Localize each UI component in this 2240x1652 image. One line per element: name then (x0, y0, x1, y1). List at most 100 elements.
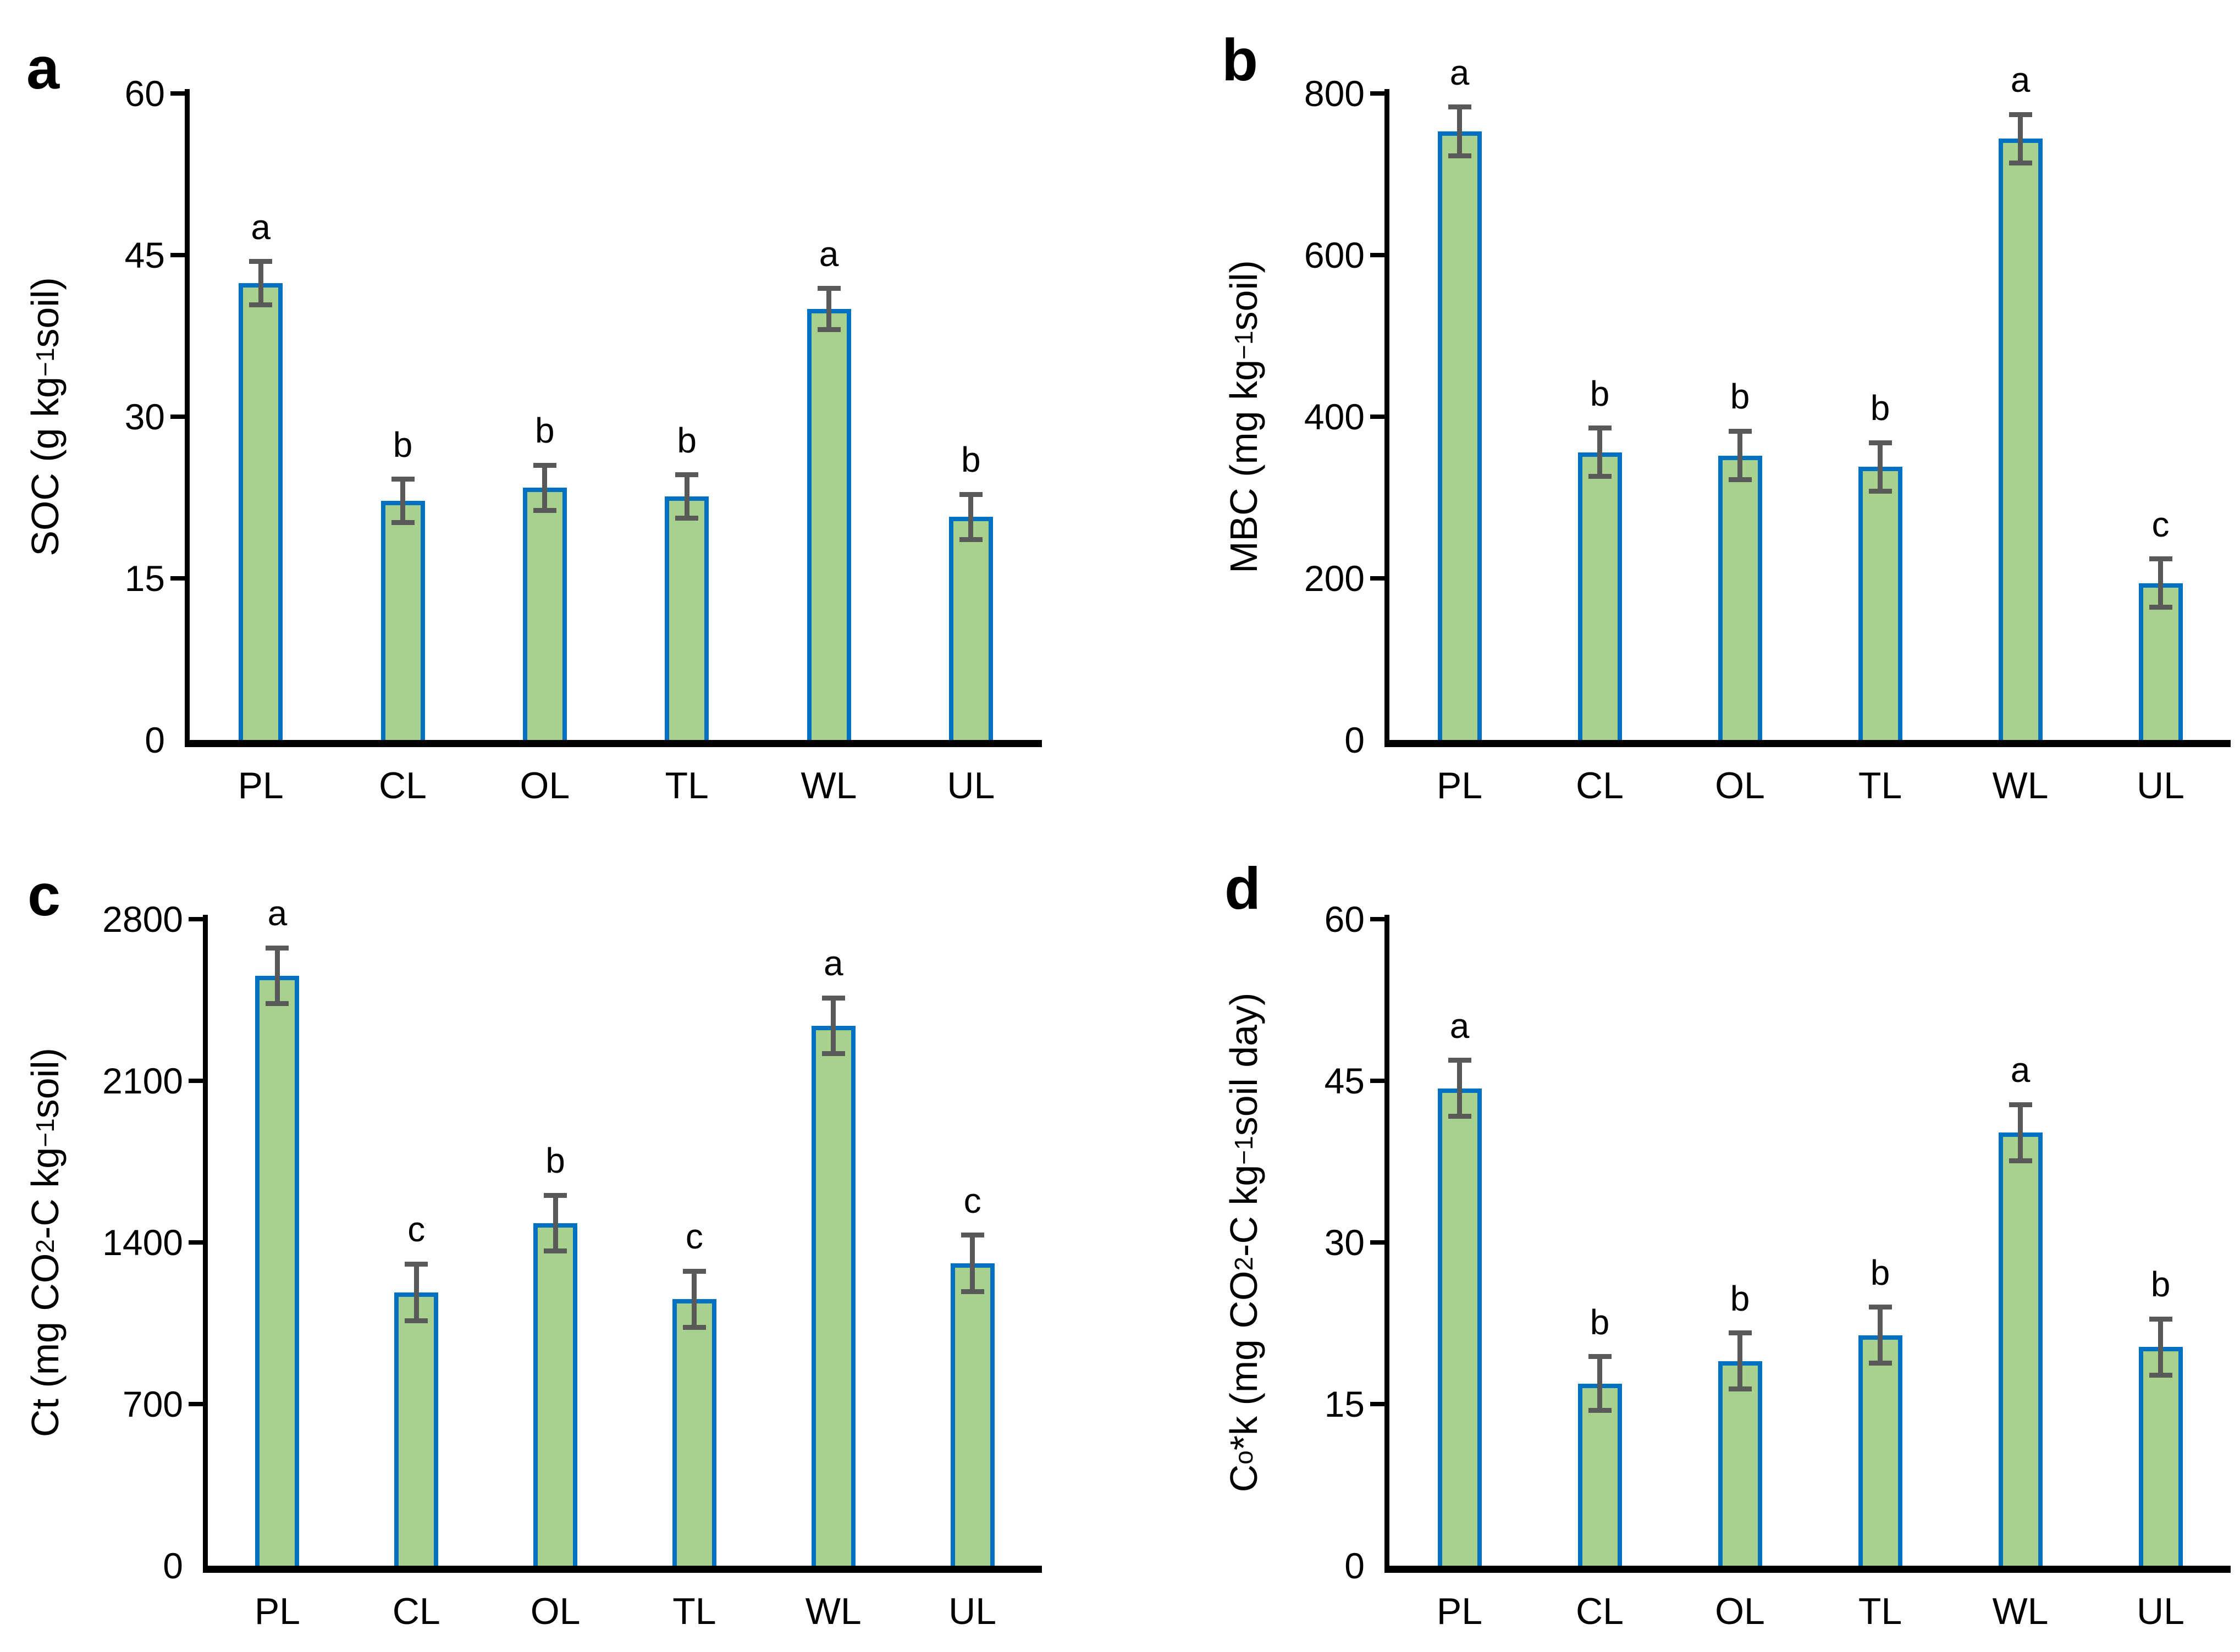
error-bar-cap-bottom (2149, 1372, 2172, 1378)
y-tick (170, 415, 185, 419)
bar-pl (1437, 1088, 1482, 1569)
error-bar-cap-bottom (2009, 160, 2032, 165)
y-tick-label: 2800 (102, 899, 183, 940)
error-bar-line (258, 261, 263, 305)
y-axis-line (203, 915, 208, 1569)
bar-ol (533, 1223, 578, 1569)
x-category-label-pl: PL (1436, 765, 1483, 806)
y-tick (189, 1079, 203, 1083)
bar-ul (950, 1263, 995, 1569)
y-tick-label: 45 (124, 235, 165, 275)
bar-cl (380, 500, 425, 743)
error-bar-line (274, 948, 280, 1004)
error-bar-cap-top (675, 472, 699, 478)
error-bar-line (1597, 428, 1602, 477)
error-bar-cap-top (2149, 556, 2172, 562)
error-bar-cap-top (682, 1268, 706, 1274)
x-category-label-ul: UL (2137, 1590, 2184, 1632)
error-bar-line (684, 474, 689, 518)
ylabel-text: soil) (1222, 260, 1265, 331)
significance-letter: c (685, 1217, 703, 1257)
ylabel-text: soil day) (1222, 992, 1265, 1136)
error-bar-line (2018, 114, 2023, 163)
bar-pl (255, 975, 300, 1569)
error-bar-cap-top (2009, 1102, 2032, 1107)
error-bar-line (1878, 443, 1883, 491)
error-bar-line (1878, 1307, 1883, 1363)
bar-wl (807, 309, 851, 743)
error-bar-cap-bottom (1448, 1114, 1471, 1119)
y-tick-label: 1400 (102, 1222, 183, 1263)
error-bar-cap-top (817, 286, 841, 291)
bar-tl (672, 1299, 716, 1569)
significance-letter: b (2150, 1264, 2171, 1305)
error-bar-cap-top (249, 259, 273, 264)
error-bar-cap-top (533, 462, 556, 468)
x-axis-line (203, 1566, 1042, 1573)
x-category-label-ul: UL (2137, 765, 2184, 806)
error-bar-cap-top (961, 1233, 984, 1238)
error-bar-line (1457, 1060, 1462, 1117)
significance-letter: a (251, 207, 271, 247)
significance-letter: a (819, 234, 839, 274)
error-bar-cap-bottom (1588, 474, 1612, 479)
error-bar-line (413, 1264, 419, 1321)
bar-tl (1858, 1335, 1902, 1569)
bar-cl (394, 1292, 439, 1569)
y-tick (1370, 1240, 1384, 1245)
x-category-label-wl: WL (1992, 765, 2049, 806)
error-bar-line (542, 465, 548, 511)
error-bar-cap-top (405, 1261, 428, 1267)
y-tick (1370, 917, 1384, 921)
error-bar-line (831, 998, 836, 1054)
error-bar-line (692, 1271, 697, 1328)
error-bar-cap-bottom (817, 327, 841, 332)
bar-pl (239, 283, 283, 743)
ylabel-text: -C kg (24, 1147, 67, 1240)
panel-letter-a: a (26, 35, 60, 101)
x-axis-line (1384, 740, 2231, 747)
significance-letter: b (393, 424, 413, 465)
x-category-label-ul: UL (947, 765, 995, 806)
y-tick (1370, 91, 1384, 96)
x-category-label-ol: OL (1715, 1590, 1765, 1632)
error-bar-cap-top (1448, 1058, 1471, 1063)
y-axis-label: MBC (mg kg −1 soil) (1221, 59, 1267, 774)
x-category-label-pl: PL (254, 1590, 300, 1632)
x-category-label-ol: OL (1715, 765, 1765, 806)
y-tick (1370, 576, 1384, 581)
error-bar-line (2158, 559, 2163, 607)
panel-a: a 0 15 30 45 60 SOC (g kg −1 soil) a PL b CL b OL b TL… (0, 0, 1120, 826)
error-bar-cap-bottom (391, 520, 415, 525)
y-tick (1370, 1402, 1384, 1406)
bar-wl (1998, 139, 2043, 743)
significance-letter: a (1449, 52, 1470, 92)
y-axis-label: Ct (mg CO 2 -C kg −1 soil) (22, 885, 68, 1600)
error-bar-cap-top (1728, 1330, 1752, 1336)
significance-letter: c (963, 1180, 981, 1220)
y-tick-label: 600 (1304, 235, 1365, 275)
panel-letter-c: c (27, 861, 61, 928)
error-bar-cap-top (1728, 428, 1752, 434)
significance-letter: a (823, 943, 843, 984)
ylabel-text: Ct (mg CO (24, 1253, 67, 1438)
error-bar-line (400, 479, 405, 523)
x-category-label-cl: CL (1576, 765, 1624, 806)
ylabel-text: soil) (24, 277, 67, 348)
significance-letter: c (407, 1209, 426, 1250)
error-bar-cap-top (266, 945, 289, 951)
y-tick-label: 60 (124, 73, 165, 114)
y-tick (189, 917, 203, 921)
y-tick-label: 60 (1324, 899, 1365, 940)
error-bar-cap-bottom (682, 1325, 706, 1330)
error-bar-cap-bottom (1728, 1386, 1752, 1392)
y-tick-label: 400 (1304, 396, 1365, 437)
significance-letter: b (1590, 1302, 1610, 1342)
x-category-label-cl: CL (392, 1590, 440, 1632)
error-bar-cap-bottom (2149, 605, 2172, 610)
error-bar-line (1457, 107, 1462, 156)
y-tick-label: 30 (1324, 1222, 1365, 1263)
y-tick (1370, 253, 1384, 257)
significance-letter: b (535, 411, 555, 451)
